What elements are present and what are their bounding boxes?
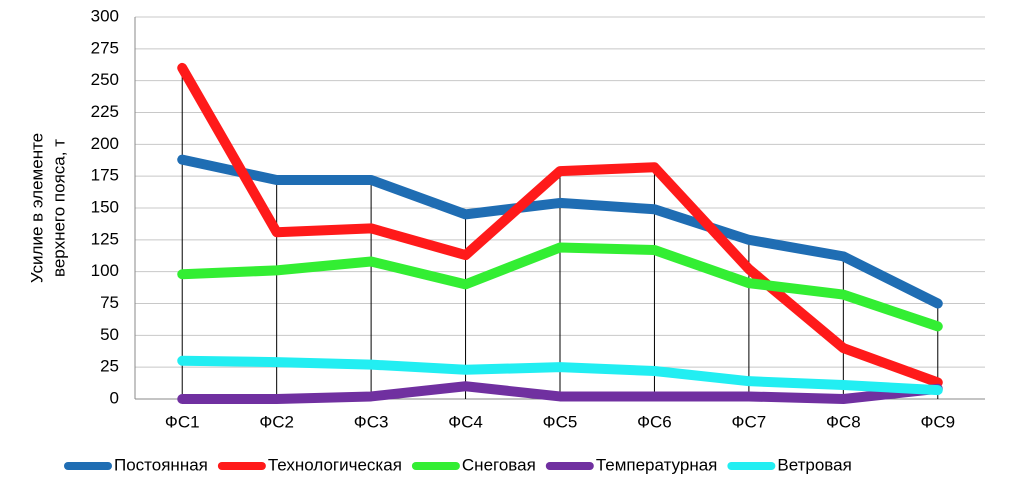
x-tick-label: ФС5 [543,412,578,431]
x-tick-label: ФС3 [354,412,389,431]
x-tick-label: ФС8 [826,412,861,431]
y-axis-label: верхнего пояса, т [49,139,68,277]
legend-label: Снеговая [462,455,536,474]
legend-label: Температурная [596,455,718,474]
y-tick-label: 25 [100,357,119,376]
series-line [177,62,943,388]
y-tick-label: 75 [100,293,119,312]
series-line [177,242,943,332]
y-tick-label: 175 [91,166,119,185]
x-tick-label: ФС4 [448,412,483,431]
y-axis-label: Усилие в элементе [27,133,46,283]
series-line [177,154,943,309]
x-tick-label: ФС7 [732,412,767,431]
x-tick-label: ФС1 [165,412,200,431]
legend-label: Постоянная [114,455,208,474]
y-tick-label: 100 [91,261,119,280]
y-tick-label: 225 [91,102,119,121]
y-tick-label: 125 [91,229,119,248]
series-line [177,355,943,396]
y-tick-label: 250 [91,70,119,89]
y-tick-label: 200 [91,134,119,153]
y-tick-label: 50 [100,325,119,344]
y-tick-label: 0 [110,388,119,407]
x-tick-label: ФС6 [637,412,672,431]
x-tick-label: ФС9 [920,412,955,431]
series-line [177,381,943,404]
y-tick-label: 150 [91,197,119,216]
y-tick-label: 300 [91,6,119,25]
legend-label: Ветровая [777,455,851,474]
legend-label: Технологическая [268,455,402,474]
x-tick-label: ФС2 [259,412,294,431]
y-tick-label: 275 [91,38,119,57]
